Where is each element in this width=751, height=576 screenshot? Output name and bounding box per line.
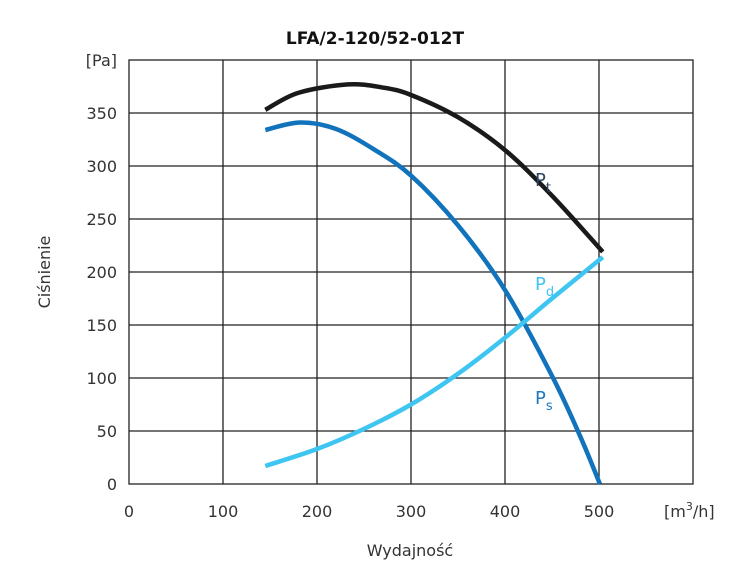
y-tick-label: 100: [86, 369, 117, 388]
x-unit: [m3/h]: [664, 500, 715, 521]
y-unit: [Pa]: [86, 51, 117, 70]
x-tick-label: 200: [302, 502, 333, 521]
y-tick-label: 150: [86, 316, 117, 335]
series-group: Pt Ps Pd: [264, 81, 605, 485]
y-tick-label: 200: [86, 263, 117, 282]
ticks: 0 100 200 300 400 500 0 50 100 150 200 250 300 350: [86, 104, 614, 521]
y-tick-label: 250: [86, 210, 117, 229]
x-tick-label: 400: [490, 502, 521, 521]
y-axis-label: Ciśnienie: [35, 236, 54, 309]
x-axis-label: Wydajność: [367, 541, 453, 560]
series-line-Ps: [264, 120, 603, 485]
y-tick-label: 350: [86, 104, 117, 123]
series-line-Pd: [264, 255, 605, 469]
x-tick-label: 0: [124, 502, 134, 521]
chart-title: LFA/2-120/52-012T: [286, 29, 465, 49]
series-label-Pt: Pt: [535, 170, 551, 196]
y-tick-label: 300: [86, 157, 117, 176]
x-tick-label: 300: [396, 502, 427, 521]
y-tick-label: 50: [97, 422, 117, 441]
y-tick-label: 0: [107, 475, 117, 494]
series-label-Pd: Pd: [535, 274, 554, 300]
series-line-Pt: [264, 81, 605, 254]
x-tick-label: 100: [208, 502, 239, 521]
x-tick-label: 500: [584, 502, 615, 521]
grid: [128, 59, 694, 485]
series-label-Ps: Ps: [535, 388, 553, 414]
